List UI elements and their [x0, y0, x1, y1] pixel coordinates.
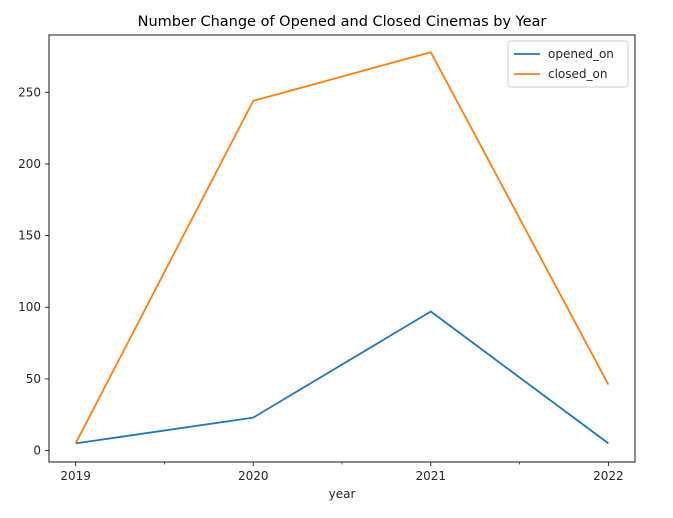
y-tick-label: 150	[18, 229, 41, 243]
x-axis-label: year	[329, 487, 356, 501]
legend-label: closed_on	[548, 67, 607, 81]
chart-title: Number Change of Opened and Closed Cinem…	[138, 14, 547, 30]
x-tick-label: 2020	[238, 469, 269, 483]
legend-label: opened_on	[548, 47, 614, 61]
series-layer	[74, 51, 610, 445]
x-tick-label: 2021	[416, 469, 447, 483]
legend: opened_on closed_on	[507, 40, 629, 88]
y-tick-label: 100	[18, 300, 41, 314]
legend-box	[507, 40, 629, 88]
y-tick-label: 200	[18, 157, 41, 171]
x-tick-label: 2019	[60, 469, 91, 483]
y-tick-label: 50	[26, 372, 41, 386]
x-axis: 2019 2020 2021 2022	[60, 462, 624, 483]
y-axis: 0 50 100 150 200 250	[18, 85, 49, 458]
series-line-opened-on	[75, 310, 609, 445]
y-tick-label: 250	[18, 85, 41, 99]
series-line-closed-on	[74, 51, 610, 444]
y-tick-label: 0	[33, 444, 41, 458]
x-tick-label: 2022	[593, 469, 624, 483]
